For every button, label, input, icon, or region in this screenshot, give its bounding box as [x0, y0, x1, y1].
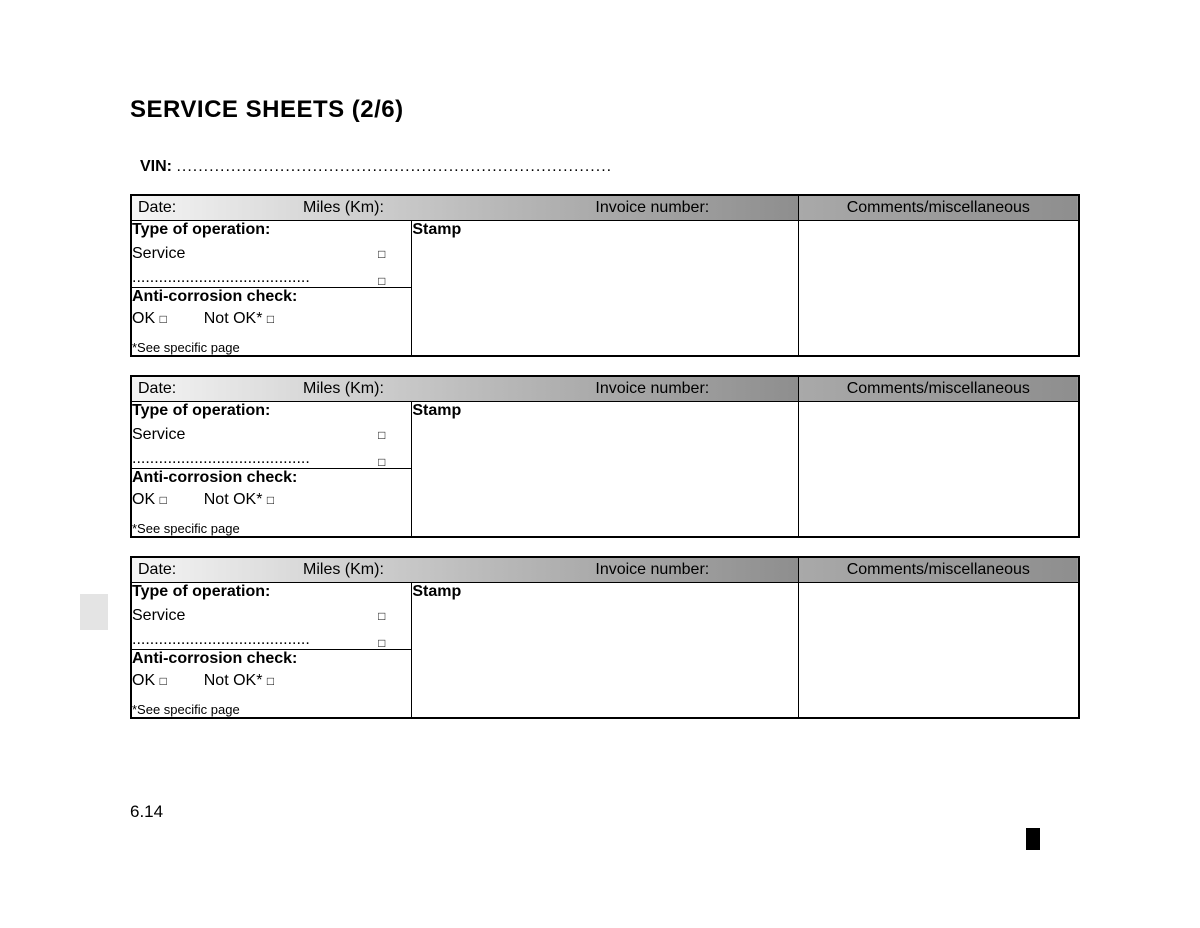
other-op-line[interactable]: ........................................: [132, 631, 332, 649]
ok-checkbox[interactable]: □: [160, 493, 167, 507]
hdr-date[interactable]: Date:: [138, 380, 193, 398]
ok-label: OK: [132, 672, 155, 689]
hdr-invoice[interactable]: Invoice number:: [513, 380, 792, 398]
type-label: Type of operation:: [132, 402, 411, 420]
not-ok-checkbox[interactable]: □: [267, 493, 274, 507]
comments-cell[interactable]: [798, 583, 1079, 719]
footnote: *See specific page: [132, 340, 411, 355]
comments-cell[interactable]: [798, 221, 1079, 357]
service-block-1: Date: Miles (Km): Invoice number: Commen…: [130, 194, 1080, 357]
anti-corrosion-cell: Anti-corrosion check: OK □ Not OK* □ *Se…: [131, 650, 412, 719]
ok-checkbox[interactable]: □: [160, 312, 167, 326]
other-op-checkbox[interactable]: □: [378, 456, 385, 468]
other-op-checkbox[interactable]: □: [378, 637, 385, 649]
hdr-comments: Comments/miscellaneous: [798, 376, 1079, 402]
service-checkbox[interactable]: □: [378, 248, 385, 260]
vin-label: VIN:: [140, 158, 172, 175]
service-checkbox[interactable]: □: [378, 610, 385, 622]
vin-fill[interactable]: ........................................…: [176, 158, 612, 175]
service-label: Service: [132, 607, 185, 625]
hdr-date[interactable]: Date:: [138, 199, 193, 217]
hdr-comments: Comments/miscellaneous: [798, 557, 1079, 583]
not-ok-label: Not OK*: [204, 672, 263, 689]
not-ok-checkbox[interactable]: □: [267, 312, 274, 326]
hdr-invoice[interactable]: Invoice number:: [513, 561, 792, 579]
footnote: *See specific page: [132, 702, 411, 717]
stamp-cell: Stamp: [412, 583, 798, 719]
service-checkbox[interactable]: □: [378, 429, 385, 441]
service-label: Service: [132, 245, 185, 263]
ok-checkbox[interactable]: □: [160, 674, 167, 688]
not-ok-label: Not OK*: [204, 310, 263, 327]
side-tab: [80, 594, 108, 630]
title-suffix: (2/6): [352, 96, 404, 123]
ok-label: OK: [132, 491, 155, 508]
title-main: SERVICE SHEETS: [130, 96, 345, 123]
block-header: Date: Miles (Km): Invoice number: Commen…: [131, 195, 1079, 221]
hdr-miles[interactable]: Miles (Km):: [303, 199, 403, 217]
stamp-label: Stamp: [412, 402, 797, 420]
ok-label: OK: [132, 310, 155, 327]
other-op-line[interactable]: ........................................: [132, 269, 332, 287]
not-ok-label: Not OK*: [204, 491, 263, 508]
type-label: Type of operation:: [132, 583, 411, 601]
crop-mark-icon: [1026, 828, 1040, 850]
anti-corrosion-label: Anti-corrosion check:: [132, 650, 411, 668]
stamp-label: Stamp: [412, 583, 797, 601]
hdr-date[interactable]: Date:: [138, 561, 193, 579]
hdr-miles[interactable]: Miles (Km):: [303, 380, 403, 398]
page: SERVICE SHEETS (2/6) VIN: ..............…: [0, 0, 1200, 928]
type-label: Type of operation:: [132, 221, 411, 239]
other-op-checkbox[interactable]: □: [378, 275, 385, 287]
other-op-line[interactable]: ........................................: [132, 450, 332, 468]
vin-row: VIN: ...................................…: [140, 158, 1080, 176]
anti-corrosion-cell: Anti-corrosion check: OK □ Not OK* □ *Se…: [131, 288, 412, 357]
service-block-3: Date: Miles (Km): Invoice number: Commen…: [130, 556, 1080, 719]
hdr-invoice[interactable]: Invoice number:: [513, 199, 792, 217]
stamp-cell: Stamp: [412, 402, 798, 538]
hdr-miles[interactable]: Miles (Km):: [303, 561, 403, 579]
footnote: *See specific page: [132, 521, 411, 536]
anti-corrosion-cell: Anti-corrosion check: OK □ Not OK* □ *Se…: [131, 469, 412, 538]
block-header: Date: Miles (Km): Invoice number: Commen…: [131, 557, 1079, 583]
type-of-operation-cell: Type of operation: Service □ ...........…: [131, 402, 412, 469]
not-ok-checkbox[interactable]: □: [267, 674, 274, 688]
stamp-cell: Stamp: [412, 221, 798, 357]
service-block-2: Date: Miles (Km): Invoice number: Commen…: [130, 375, 1080, 538]
page-title: SERVICE SHEETS (2/6): [130, 96, 1080, 124]
type-of-operation-cell: Type of operation: Service □ ...........…: [131, 583, 412, 650]
hdr-comments: Comments/miscellaneous: [798, 195, 1079, 221]
stamp-label: Stamp: [412, 221, 797, 239]
block-header: Date: Miles (Km): Invoice number: Commen…: [131, 376, 1079, 402]
type-of-operation-cell: Type of operation: Service □ ...........…: [131, 221, 412, 288]
page-number: 6.14: [130, 802, 163, 822]
comments-cell[interactable]: [798, 402, 1079, 538]
service-label: Service: [132, 426, 185, 444]
anti-corrosion-label: Anti-corrosion check:: [132, 469, 411, 487]
anti-corrosion-label: Anti-corrosion check:: [132, 288, 411, 306]
